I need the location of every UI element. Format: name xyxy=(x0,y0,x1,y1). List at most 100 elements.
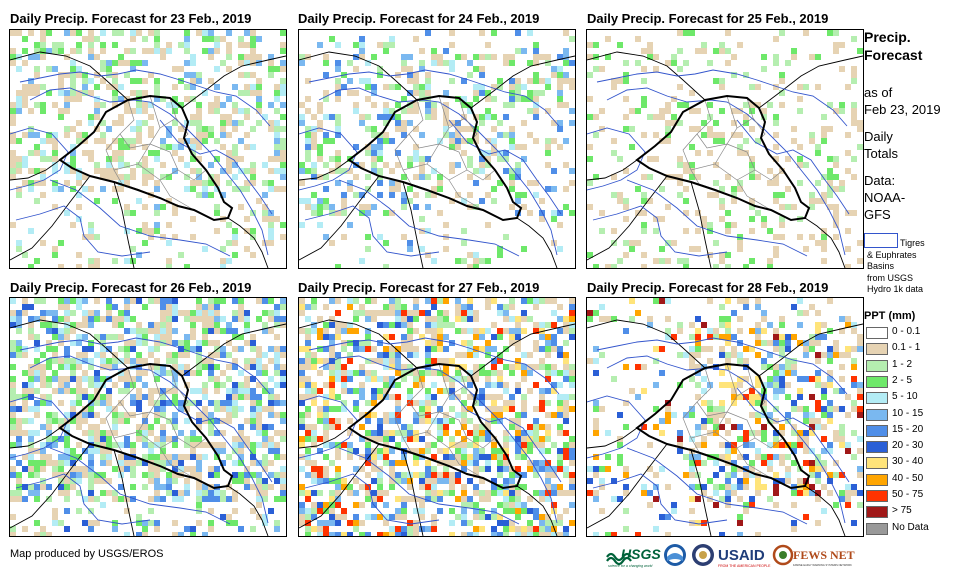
precip-cell xyxy=(130,168,136,174)
precip-cell xyxy=(94,382,100,388)
precip-cell xyxy=(250,460,256,466)
precip-cell xyxy=(226,258,232,264)
precip-cell xyxy=(94,370,100,376)
precip-cell xyxy=(845,496,851,502)
map-panel-3[interactable] xyxy=(586,29,864,269)
precip-cell xyxy=(557,406,563,412)
precip-cell xyxy=(40,192,46,198)
precip-cell xyxy=(305,96,311,102)
precip-cell xyxy=(280,102,286,108)
ppt-legend-label: 0 - 0.1 xyxy=(892,326,921,337)
map-panel-6[interactable] xyxy=(586,297,864,537)
precip-cell xyxy=(569,310,575,316)
precip-cell xyxy=(184,30,190,36)
map-panel-5[interactable] xyxy=(298,297,576,537)
precip-cell xyxy=(761,382,767,388)
precip-cell xyxy=(401,370,407,376)
precip-cell xyxy=(449,376,455,382)
precip-cell xyxy=(299,222,305,228)
ppt-legend-swatch xyxy=(866,473,888,486)
precip-cell xyxy=(341,382,347,388)
precip-cell xyxy=(377,424,383,430)
precip-cell xyxy=(827,490,833,496)
precip-cell xyxy=(112,168,118,174)
precip-cell xyxy=(455,316,461,322)
precip-cell xyxy=(485,328,491,334)
precip-cell xyxy=(431,484,437,490)
precip-cell xyxy=(250,526,256,532)
precip-cell xyxy=(34,132,40,138)
precip-cell xyxy=(16,490,22,496)
precip-cell xyxy=(815,352,821,358)
precip-cell xyxy=(166,240,172,246)
precip-cell xyxy=(130,246,136,252)
precip-cell xyxy=(599,484,605,490)
basin-boundary xyxy=(10,127,69,191)
precip-cell xyxy=(305,514,311,520)
precip-cell xyxy=(28,460,34,466)
precip-cell xyxy=(515,388,521,394)
precip-cell xyxy=(208,376,214,382)
map-panel-1[interactable] xyxy=(9,29,287,269)
precip-cell xyxy=(551,340,557,346)
precip-cell xyxy=(100,346,106,352)
precip-cell xyxy=(100,358,106,364)
precip-cell xyxy=(449,30,455,36)
precip-cell xyxy=(244,216,250,222)
precip-cell xyxy=(136,108,142,114)
precip-cell xyxy=(274,352,280,358)
precip-cell xyxy=(431,382,437,388)
precip-cell xyxy=(389,430,395,436)
precip-cell xyxy=(136,436,142,442)
precip-cell xyxy=(299,180,305,186)
precip-cell xyxy=(509,328,515,334)
precip-cell xyxy=(58,376,64,382)
precip-cell xyxy=(407,532,413,536)
precip-cell xyxy=(262,210,268,216)
precip-cell xyxy=(220,192,226,198)
precip-cell xyxy=(767,412,773,418)
map-panel-4[interactable] xyxy=(9,297,287,537)
precip-cell xyxy=(166,316,172,322)
precip-cell xyxy=(226,340,232,346)
precip-cell xyxy=(359,304,365,310)
precip-cell xyxy=(154,370,160,376)
precip-cell xyxy=(148,168,154,174)
precip-cell xyxy=(437,138,443,144)
precip-cell xyxy=(533,322,539,328)
precip-cell xyxy=(136,328,142,334)
precip-cell xyxy=(52,358,58,364)
legend-daily: Daily Totals xyxy=(864,128,964,162)
precip-cell xyxy=(112,496,118,502)
precip-cell xyxy=(118,54,124,60)
precip-cell xyxy=(515,30,521,36)
precip-cell xyxy=(821,258,827,264)
precip-cell xyxy=(515,48,521,54)
precip-cell xyxy=(106,490,112,496)
precip-cell xyxy=(202,310,208,316)
precip-cell xyxy=(515,198,521,204)
precip-cell xyxy=(268,66,274,72)
map-panel-2[interactable] xyxy=(298,29,576,269)
precip-cell xyxy=(443,108,449,114)
precip-cell xyxy=(845,490,851,496)
precip-cell xyxy=(238,478,244,484)
precip-cell xyxy=(785,394,791,400)
precip-cell xyxy=(202,316,208,322)
precip-cell xyxy=(184,346,190,352)
precip-cell xyxy=(419,66,425,72)
precip-cell xyxy=(238,448,244,454)
precip-cell xyxy=(587,114,593,120)
precip-cell xyxy=(521,400,527,406)
precip-cell xyxy=(779,460,785,466)
precip-cell xyxy=(166,304,172,310)
precip-cell xyxy=(347,298,353,304)
precip-cell xyxy=(10,352,16,358)
precip-cell xyxy=(353,400,359,406)
precip-cell xyxy=(280,430,286,436)
precip-cell xyxy=(827,352,833,358)
precip-cell xyxy=(707,192,713,198)
precip-cell xyxy=(809,198,815,204)
precip-cell xyxy=(280,412,286,418)
precip-cell xyxy=(527,496,533,502)
